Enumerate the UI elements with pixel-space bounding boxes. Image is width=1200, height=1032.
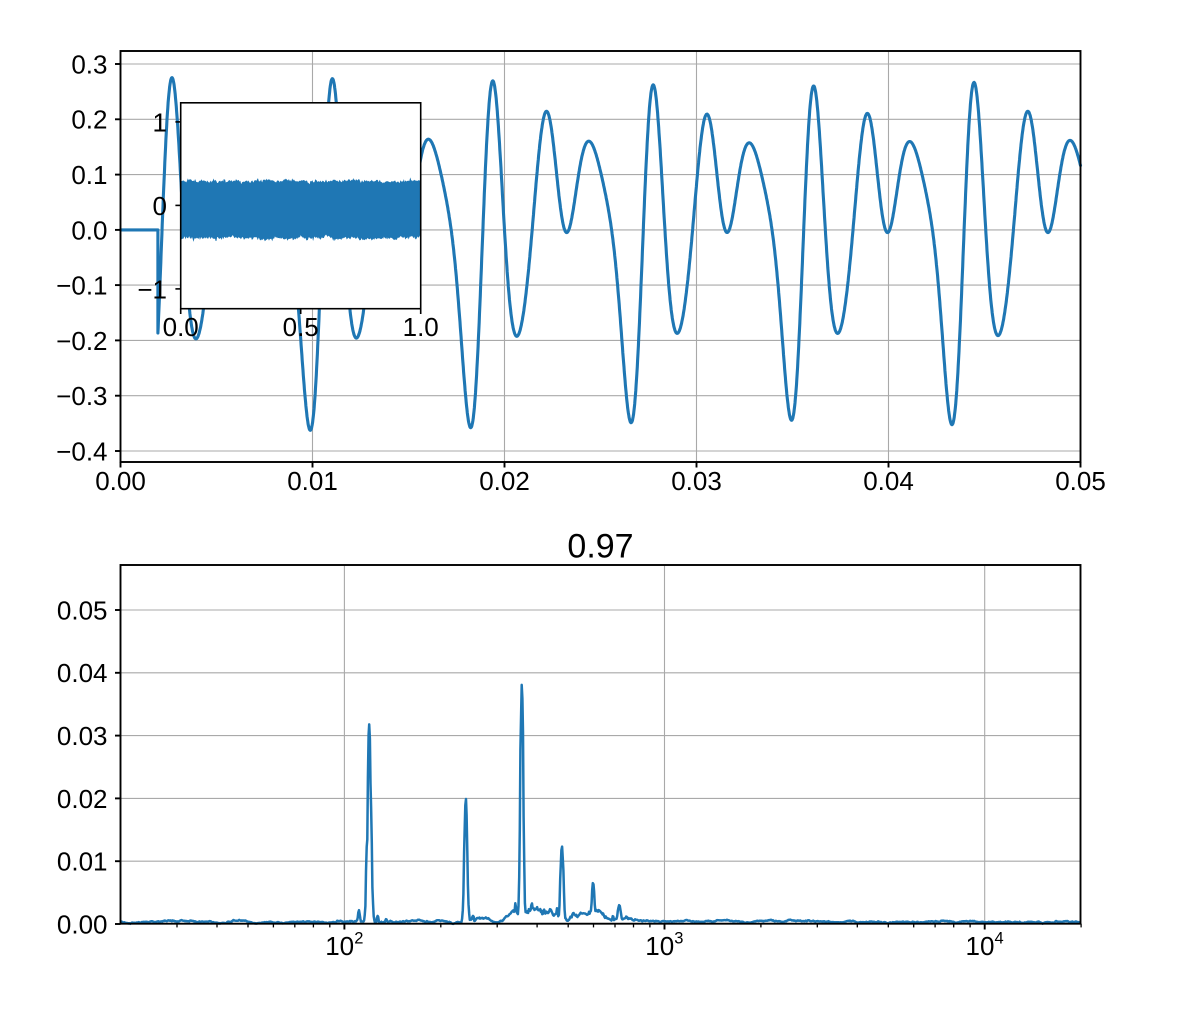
svg-text:0.05: 0.05 — [1055, 466, 1106, 496]
svg-text:0.5: 0.5 — [283, 312, 319, 342]
svg-text:−0.3: −0.3 — [56, 381, 107, 411]
svg-text:0.0: 0.0 — [163, 312, 199, 342]
svg-text:0.00: 0.00 — [95, 466, 146, 496]
svg-text:−0.1: −0.1 — [56, 271, 107, 301]
svg-text:−0.4: −0.4 — [56, 436, 107, 466]
svg-text:−0.2: −0.2 — [56, 326, 107, 356]
svg-text:0.2: 0.2 — [71, 105, 107, 135]
svg-text:0.04: 0.04 — [863, 466, 914, 496]
svg-text:10: 10 — [325, 931, 354, 961]
svg-text:0.1: 0.1 — [71, 160, 107, 190]
svg-text:0: 0 — [153, 191, 167, 221]
svg-text:10: 10 — [966, 931, 995, 961]
svg-text:0.3: 0.3 — [71, 49, 107, 79]
svg-text:3: 3 — [674, 930, 683, 948]
svg-text:10: 10 — [645, 931, 674, 961]
svg-text:0.02: 0.02 — [479, 466, 530, 496]
svg-text:1.0: 1.0 — [403, 312, 439, 342]
svg-text:0.03: 0.03 — [57, 721, 108, 751]
svg-text:0.04: 0.04 — [57, 658, 108, 688]
svg-text:1: 1 — [153, 107, 167, 137]
svg-text:0.97: 0.97 — [567, 527, 633, 565]
svg-text:4: 4 — [995, 930, 1004, 948]
svg-text:0.05: 0.05 — [57, 595, 108, 625]
svg-text:2: 2 — [354, 930, 363, 948]
svg-text:−1: −1 — [137, 274, 167, 304]
svg-text:0.02: 0.02 — [57, 784, 108, 814]
svg-text:0.01: 0.01 — [57, 847, 108, 877]
svg-text:0.00: 0.00 — [57, 909, 108, 939]
svg-text:0.01: 0.01 — [287, 466, 338, 496]
svg-text:0.0: 0.0 — [71, 215, 107, 245]
svg-text:0.03: 0.03 — [671, 466, 722, 496]
